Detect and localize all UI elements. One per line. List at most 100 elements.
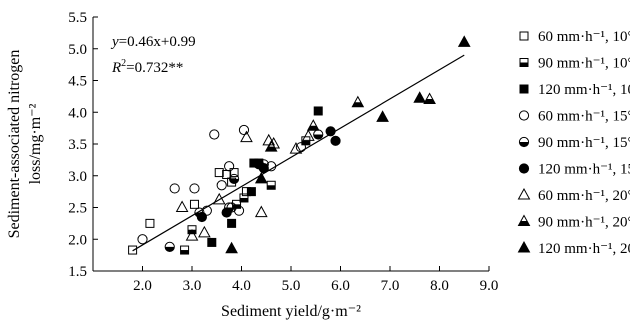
legend-item: 60 mm·h⁻¹, 10° [519, 29, 630, 45]
data-points [128, 35, 471, 255]
data-point [246, 187, 256, 197]
data-point [145, 218, 155, 228]
data-point [164, 241, 175, 252]
data-point [240, 130, 253, 143]
data-point [351, 95, 365, 108]
data-point [313, 106, 323, 116]
legend-label: 60 mm·h⁻¹, 20° [538, 188, 630, 204]
y-axis-title-line1: Sediment-associated nitrogen [6, 50, 23, 239]
legend-label: 120 mm·h⁻¹, 10° [538, 82, 630, 98]
data-point [187, 225, 197, 235]
x-tick-label: 8.0 [430, 278, 449, 294]
legend-marker [518, 136, 530, 148]
x-tick-label: 9.0 [480, 278, 499, 294]
y-axis-title-line2: loss/mg·m⁻² [27, 103, 44, 184]
legend-label: 120 mm·h⁻¹, 20° [538, 241, 630, 257]
data-point [175, 200, 189, 212]
legend-item: 60 mm·h⁻¹, 15° [518, 109, 630, 125]
legend-marker [519, 58, 529, 67]
y-tick-label: 3.5 [68, 137, 87, 153]
legend: 60 mm·h⁻¹, 10° 90 mm·h⁻¹, 10° 120 mm·h⁻¹, … [517, 29, 630, 257]
data-point [185, 229, 199, 241]
data-point [198, 225, 211, 238]
x-tick-label: 3.0 [183, 278, 202, 294]
y-tick-label: 3.0 [68, 169, 87, 185]
legend-marker [517, 187, 531, 200]
y-tick-label: 5.0 [68, 42, 87, 58]
data-point [137, 234, 148, 245]
regression-equation: y=0.46x+0.99 R2=0.732** [110, 34, 196, 76]
y-axis-title: Sediment-associated nitrogen loss/mg·m⁻² [6, 50, 44, 239]
legend-item: 120 mm·h⁻¹, 20° [517, 240, 630, 257]
data-point [169, 183, 180, 194]
legend-item: 120 mm·h⁻¹, 15° [518, 162, 630, 178]
data-point [457, 35, 471, 47]
data-point [225, 241, 238, 254]
data-point [330, 135, 341, 146]
legend-marker [519, 31, 529, 41]
data-point [180, 245, 190, 255]
data-point [209, 129, 220, 140]
x-tick-label: 7.0 [381, 278, 400, 294]
x-tick-label: 6.0 [331, 278, 350, 294]
y-tick-label: 2.5 [68, 201, 87, 217]
y-ticks: 1.5 2.0 2.5 3.0 3.5 4.0 4.5 5.0 5.5 [68, 10, 98, 280]
x-tick-label: 4.0 [232, 278, 251, 294]
data-point [289, 142, 303, 154]
y-tick-label: 4.0 [68, 105, 87, 121]
data-point [264, 140, 278, 152]
data-point [229, 168, 239, 178]
r-squared-line: R2=0.732** [111, 58, 183, 76]
legend-marker [519, 84, 529, 94]
data-point [128, 245, 138, 255]
data-point [325, 126, 336, 137]
y-tick-label: 5.5 [68, 10, 87, 26]
legend-label: 90 mm·h⁻¹, 10° [538, 56, 630, 72]
data-point [201, 205, 212, 216]
data-point [266, 180, 276, 190]
legend-item: 90 mm·h⁻¹, 10° [519, 56, 630, 72]
r-squared-value: =0.732** [126, 60, 183, 76]
data-point [214, 168, 224, 178]
data-point [212, 192, 226, 205]
data-point [254, 205, 268, 218]
x-tick-label: 2.0 [133, 278, 152, 294]
legend-marker [518, 110, 530, 121]
data-point [239, 193, 249, 203]
data-point [423, 92, 436, 105]
legend-marker [517, 240, 531, 253]
data-point [306, 119, 320, 131]
legend-label: 120 mm·h⁻¹, 15° [538, 162, 630, 178]
legend-marker [518, 163, 530, 174]
data-point [313, 129, 324, 140]
data-point [233, 205, 245, 216]
data-point [196, 211, 207, 223]
data-point [216, 180, 227, 191]
data-point [189, 199, 199, 209]
data-point [238, 124, 250, 136]
r-squared-superscript: 2 [121, 58, 126, 69]
data-point [258, 163, 269, 174]
data-point [228, 173, 240, 185]
legend-label: 60 mm·h⁻¹, 15° [538, 109, 630, 125]
equation-rhs: =0.46x+0.99 [119, 34, 196, 50]
data-point [221, 207, 232, 218]
legend-label: 60 mm·h⁻¹, 10° [538, 29, 630, 45]
equation-line: y=0.46x+0.99 [110, 34, 196, 50]
legend-item: 90 mm·h⁻¹, 20° [517, 214, 630, 231]
y-tick-label: 1.5 [68, 264, 87, 280]
legend-label: 90 mm·h⁻¹, 15° [538, 135, 630, 151]
equation-lhs: y [110, 34, 119, 50]
r-squared-label: R [111, 60, 121, 76]
legend-label: 90 mm·h⁻¹, 20° [538, 215, 630, 231]
data-point [224, 161, 235, 172]
x-ticks: 2.0 3.0 4.0 5.0 6.0 7.0 8.0 9.0 [133, 266, 498, 294]
axes [92, 17, 489, 272]
y-tick-label: 4.5 [68, 74, 87, 90]
legend-item: 60 mm·h⁻¹, 20° [517, 187, 630, 204]
legend-item: 120 mm·h⁻¹, 10° [519, 82, 630, 98]
data-point [413, 91, 427, 103]
x-tick-label: 5.0 [282, 278, 301, 294]
